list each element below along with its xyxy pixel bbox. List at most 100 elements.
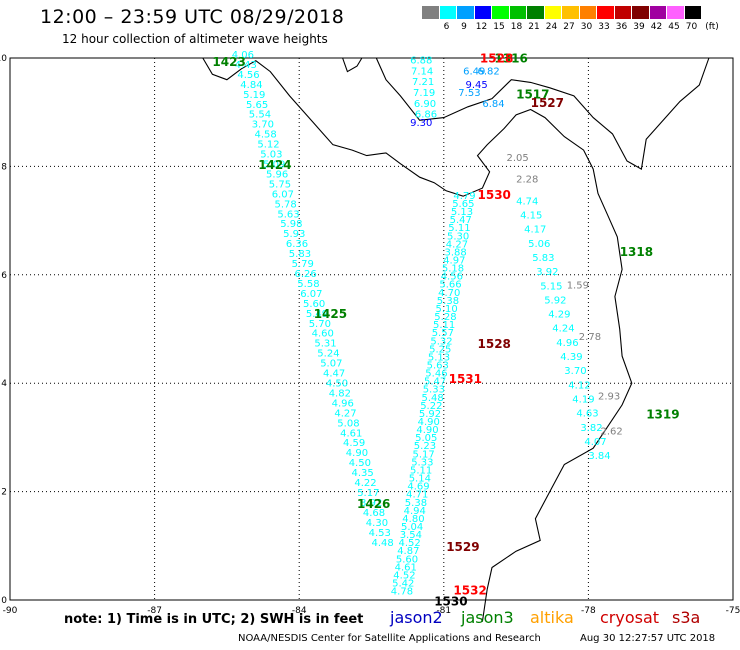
- wave-height-value: 4.50: [326, 379, 348, 390]
- lat-tick-label: 4: [1, 379, 7, 389]
- wave-height-value: 7.21: [412, 77, 434, 88]
- wave-height-value: 5.15: [540, 281, 562, 292]
- wave-height-value: 5.14: [409, 474, 431, 485]
- wave-height-value: 7.19: [413, 88, 435, 99]
- wave-height-value: 9.30: [410, 118, 432, 129]
- orbit-track-label: 1528: [480, 51, 513, 65]
- wave-height-value: 5.70: [309, 319, 331, 330]
- wave-height-value: 5.48: [422, 393, 444, 404]
- colorbar-tick-label: 42: [650, 22, 663, 32]
- footer-note: note: 1) Time is in UTC; 2) SWH is in fe…: [64, 612, 364, 627]
- lon-tick-label: -75: [726, 606, 740, 616]
- wave-height-value: 4.27: [446, 239, 468, 250]
- wave-height-value: 1.59: [567, 280, 589, 291]
- orbit-track-label: 1517: [516, 88, 549, 102]
- wave-height-value: 2.05: [507, 153, 529, 164]
- wave-height-value: 5.65: [246, 100, 268, 111]
- colorbar-tick-label: 9: [461, 22, 467, 32]
- wave-height-value: 4.96: [332, 398, 354, 409]
- wave-height-value: 6.90: [414, 99, 436, 110]
- wave-height-value: 5.03: [260, 150, 282, 161]
- colorbar-swatch: [422, 6, 439, 19]
- wave-height-value: 5.75: [269, 179, 291, 190]
- wave-height-value: 4.70: [438, 288, 460, 299]
- colorbar-tick-label: 18: [510, 22, 523, 32]
- lon-tick-label: -84: [292, 606, 307, 616]
- colorbar-swatch: [579, 6, 596, 19]
- wave-height-value: 5.28: [434, 312, 456, 323]
- wave-height-value: 5.06: [528, 239, 550, 250]
- wave-height-value: 4.68: [363, 508, 385, 519]
- wave-height-value: 4.52: [399, 538, 421, 549]
- colorbar-tick-label: 45: [668, 22, 680, 32]
- wave-height-value: 5.33: [423, 385, 445, 396]
- wave-height-value: 4.29: [548, 310, 570, 321]
- wave-height-value: 4.61: [395, 562, 417, 573]
- wave-height-value: 4.22: [354, 478, 376, 489]
- lon-tick-label: -90: [3, 606, 18, 616]
- colorbar-swatch: [544, 6, 561, 19]
- wave-height-value: 5.92: [544, 295, 566, 306]
- orbit-track-label: 1529: [446, 540, 479, 554]
- lat-tick-label: 6: [1, 271, 7, 281]
- wave-height-value: 5.78: [275, 199, 297, 210]
- wave-height-value: 4.15: [520, 211, 542, 222]
- wave-height-value: 4.60: [312, 329, 334, 340]
- wave-height-value: 7.53: [458, 88, 480, 99]
- wave-height-value: 6.49: [463, 66, 485, 77]
- wave-height-value: 2.28: [516, 175, 538, 186]
- credit-text: NOAA/NESDIS Center for Satellite Applica…: [238, 633, 541, 644]
- orbit-track-label: 1528: [478, 337, 511, 351]
- lon-tick-label: -87: [147, 606, 162, 616]
- wave-height-value: 5.19: [243, 90, 265, 101]
- wave-height-value: 4.90: [346, 448, 368, 459]
- lat-tick-label: 10: [0, 54, 7, 64]
- colorbar-tick-label: 24: [545, 22, 558, 32]
- wave-height-value: 4.07: [584, 437, 606, 448]
- wave-height-value: 9.45: [466, 80, 488, 91]
- wave-height-value: 4.43: [235, 60, 257, 71]
- orbit-track-label: 1423: [212, 55, 245, 69]
- colorbar-tick-label: 27: [563, 22, 575, 32]
- wave-height-value: 5.46: [425, 369, 447, 380]
- wave-height-value: 5.31: [314, 339, 336, 350]
- wave-height-value: 5.47: [450, 215, 472, 226]
- wave-height-value: 6.88: [410, 55, 432, 66]
- wave-height-value: 5.10: [436, 304, 458, 315]
- colorbar-swatch: [509, 6, 526, 19]
- wave-height-value: 5.30: [447, 231, 469, 242]
- wave-height-value: 7.14: [411, 66, 433, 77]
- colorbar-tick-label: 30: [580, 22, 593, 32]
- wave-height-value: 5.13: [451, 207, 473, 218]
- colorbar-tick-label: 12: [475, 22, 488, 32]
- wave-height-value: 4.12: [568, 380, 590, 391]
- lat-tick-label: 0: [1, 596, 7, 606]
- wave-height-value: 5.11: [448, 223, 470, 234]
- wave-height-value: 4.39: [560, 352, 582, 363]
- colorbar-tick-label: 6: [443, 22, 450, 32]
- wave-height-value: 4.61: [340, 428, 362, 439]
- wave-height-value: 6.86: [415, 110, 437, 121]
- wave-height-value: 2.78: [579, 332, 601, 343]
- wave-height-value: 4.30: [366, 518, 388, 529]
- wave-height-value: 5.83: [532, 253, 554, 264]
- figure-title: 12:00 – 23:59 UTC 08/29/2018: [40, 6, 345, 28]
- orbit-track-label: 1318: [620, 245, 653, 259]
- colorbar-tick-label: 33: [598, 22, 610, 32]
- wave-height-value: 5.38: [437, 296, 459, 307]
- wave-height-value: 6.07: [300, 289, 322, 300]
- colorbar-swatch: [649, 6, 666, 19]
- wave-height-value: 4.69: [407, 482, 429, 493]
- wave-height-value: 4.56: [441, 272, 463, 283]
- colorbar-swatch: [492, 6, 509, 19]
- wave-height-value: 3.82: [580, 423, 602, 434]
- orbit-track-label: 1532: [453, 584, 486, 598]
- wave-height-value: 5.58: [297, 279, 319, 290]
- wave-height-value: 5.47: [424, 377, 446, 388]
- wave-height-value: 5.11: [410, 466, 432, 477]
- wave-height-value: 5.42: [392, 579, 414, 590]
- generation-timestamp: Aug 30 12:27:57 UTC 2018: [580, 633, 716, 644]
- lon-tick-label: -78: [581, 606, 596, 616]
- wave-height-value: 5.66: [439, 280, 461, 291]
